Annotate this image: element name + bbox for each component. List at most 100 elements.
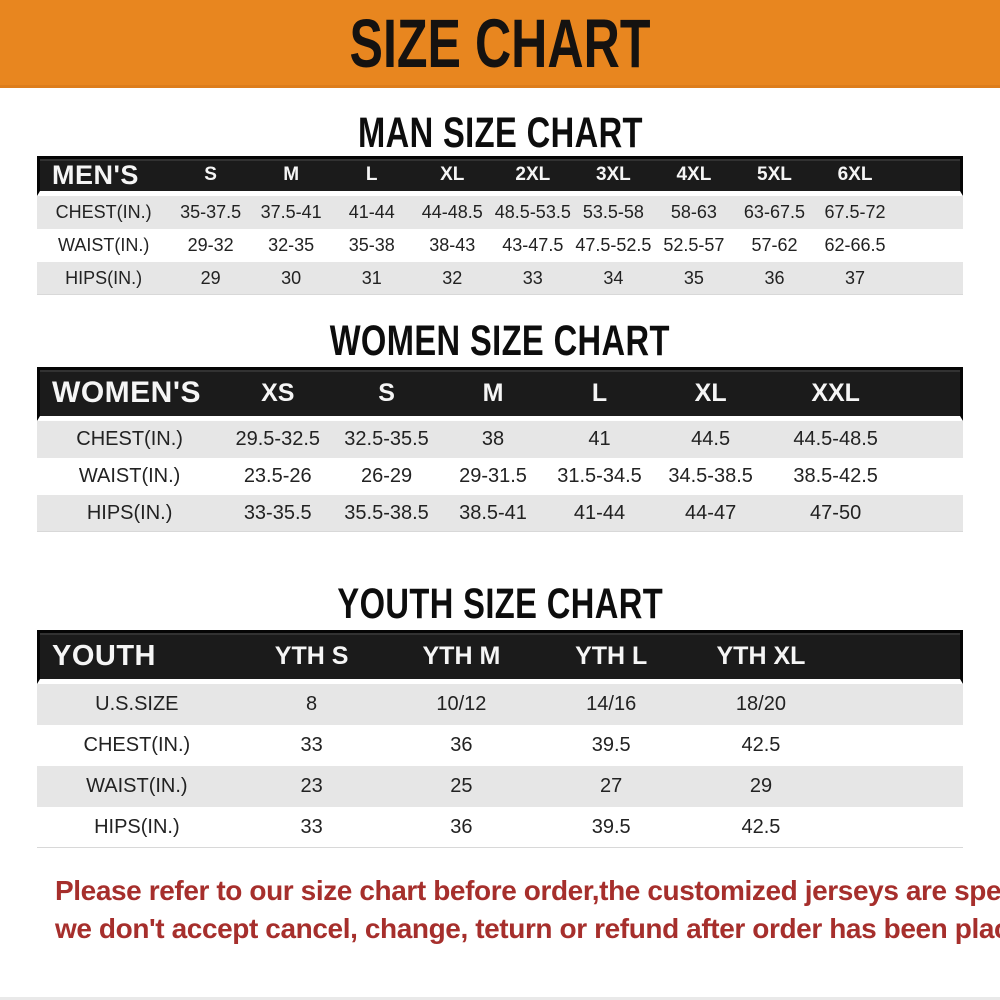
women-section-heading: WOMEN SIZE CHART [0,315,1000,367]
size-column-header: XL [412,156,493,196]
size-value: 35.5-38.5 [333,495,440,532]
size-value: 37 [814,262,896,295]
youth-table-header-row: YOUTH YTH S YTH M YTH L YTH XL [37,630,963,684]
size-value: 29-32 [170,229,251,262]
size-value: 14/16 [536,684,687,725]
measure-label: HIPS(IN.) [37,495,223,532]
size-value: 36 [734,262,815,295]
size-column-header: XS [222,367,334,421]
size-column-header: YTH XL [686,630,836,684]
size-column-header: S [333,367,440,421]
size-value: 62-66.5 [814,229,896,262]
size-value: 43-47.5 [492,229,574,262]
size-value: 47.5-52.5 [573,229,654,262]
men-size-table: MEN'S S M L XL 2XL 3XL 4XL 5XL 6XL CHEST(IN.) 35-37… [37,156,963,295]
size-value: 30 [250,262,332,295]
size-value: 35-37.5 [170,196,251,229]
footer-note: Please refer to our size chart before or… [0,874,1000,946]
size-value: 29-31.5 [439,458,547,495]
row-filler-cell [835,807,963,848]
size-value: 39.5 [536,807,687,848]
women-measure-row: HIPS(IN.) 33-35.5 35.5-38.5 38.5-41 41-44 44-… [37,495,963,532]
men-section-heading: MAN SIZE CHART [0,110,1000,156]
size-value: 23 [236,766,387,807]
measure-label: HIPS(IN.) [37,807,237,848]
size-value: 29.5-32.5 [222,421,334,458]
size-value: 44.5-48.5 [768,421,903,458]
size-value: 41-44 [546,495,653,532]
size-column-header: L [331,156,412,196]
size-value: 34.5-38.5 [652,458,769,495]
size-value: 23.5-26 [222,458,334,495]
header-filler-cell [902,367,963,421]
footer-line-1: Please refer to our size chart before or… [55,875,1000,906]
header-filler-cell [895,156,963,196]
size-value: 37.5-41 [250,196,332,229]
measure-label: WAIST(IN.) [37,766,237,807]
size-value: 42.5 [686,807,836,848]
size-value: 36 [386,807,537,848]
measure-label: WAIST(IN.) [37,458,223,495]
size-value: 47-50 [768,495,903,532]
size-value: 44.5 [652,421,769,458]
women-table-title: WOMEN'S [37,367,223,421]
size-value: 38 [439,421,547,458]
size-column-header: M [250,156,332,196]
measure-label: WAIST(IN.) [37,229,171,262]
size-column-header: 5XL [734,156,815,196]
size-value: 57-62 [734,229,815,262]
size-value: 33 [236,807,387,848]
size-value: 31.5-34.5 [546,458,653,495]
men-table-header-row: MEN'S S M L XL 2XL 3XL 4XL 5XL 6XL [37,156,963,196]
row-filler-cell [835,766,963,807]
size-value: 29 [686,766,836,807]
men-measure-row: WAIST(IN.) 29-32 32-35 35-38 38-43 43-47.5 47.… [37,229,963,262]
women-measure-row: WAIST(IN.) 23.5-26 26-29 29-31.5 31.5-34.5 34… [37,458,963,495]
banner: SIZE CHART [0,0,1000,88]
size-value: 27 [536,766,687,807]
size-value: 32 [412,262,493,295]
size-value: 38-43 [412,229,493,262]
size-column-header: YTH S [236,630,387,684]
men-section-heading-text: MAN SIZE CHART [357,109,643,157]
measure-label: CHEST(IN.) [37,725,237,766]
size-value: 33-35.5 [222,495,334,532]
header-filler-cell [835,630,963,684]
size-value: 67.5-72 [814,196,896,229]
row-filler-cell [835,684,963,725]
footer-line-2: we don't accept cancel, change, teturn o… [55,913,1000,944]
size-value: 41-44 [331,196,412,229]
women-section-heading-text: WOMEN SIZE CHART [329,317,671,365]
measure-label: CHEST(IN.) [37,421,223,458]
size-value: 32.5-35.5 [333,421,440,458]
size-value: 33 [236,725,387,766]
size-value: 44-48.5 [412,196,493,229]
women-measure-row: CHEST(IN.) 29.5-32.5 32.5-35.5 38 41 44.5 44.5… [37,421,963,458]
row-filler-cell [895,196,963,229]
size-value: 58-63 [653,196,735,229]
size-value: 18/20 [686,684,836,725]
size-value: 35 [653,262,735,295]
size-value: 25 [386,766,537,807]
size-column-header: 6XL [814,156,896,196]
size-value: 29 [170,262,251,295]
size-value: 63-67.5 [734,196,815,229]
youth-section-heading-text: YOUTH SIZE CHART [337,580,663,628]
size-value: 48.5-53.5 [492,196,574,229]
row-filler-cell [902,458,963,495]
youth-section-heading: YOUTH SIZE CHART [0,578,1000,630]
banner-title: SIZE CHART [349,4,651,81]
men-measure-row: CHEST(IN.) 35-37.5 37.5-41 41-44 44-48.5 48.5… [37,196,963,229]
size-value: 34 [573,262,654,295]
size-column-header: 2XL [492,156,574,196]
size-column-header: L [546,367,653,421]
size-column-header: S [170,156,251,196]
measure-label: CHEST(IN.) [37,196,171,229]
size-column-header: 4XL [653,156,735,196]
size-column-header: XXL [768,367,903,421]
measure-label: HIPS(IN.) [37,262,171,295]
size-value: 39.5 [536,725,687,766]
youth-measure-row: CHEST(IN.) 33 36 39.5 42.5 [37,725,963,766]
size-value: 53.5-58 [573,196,654,229]
